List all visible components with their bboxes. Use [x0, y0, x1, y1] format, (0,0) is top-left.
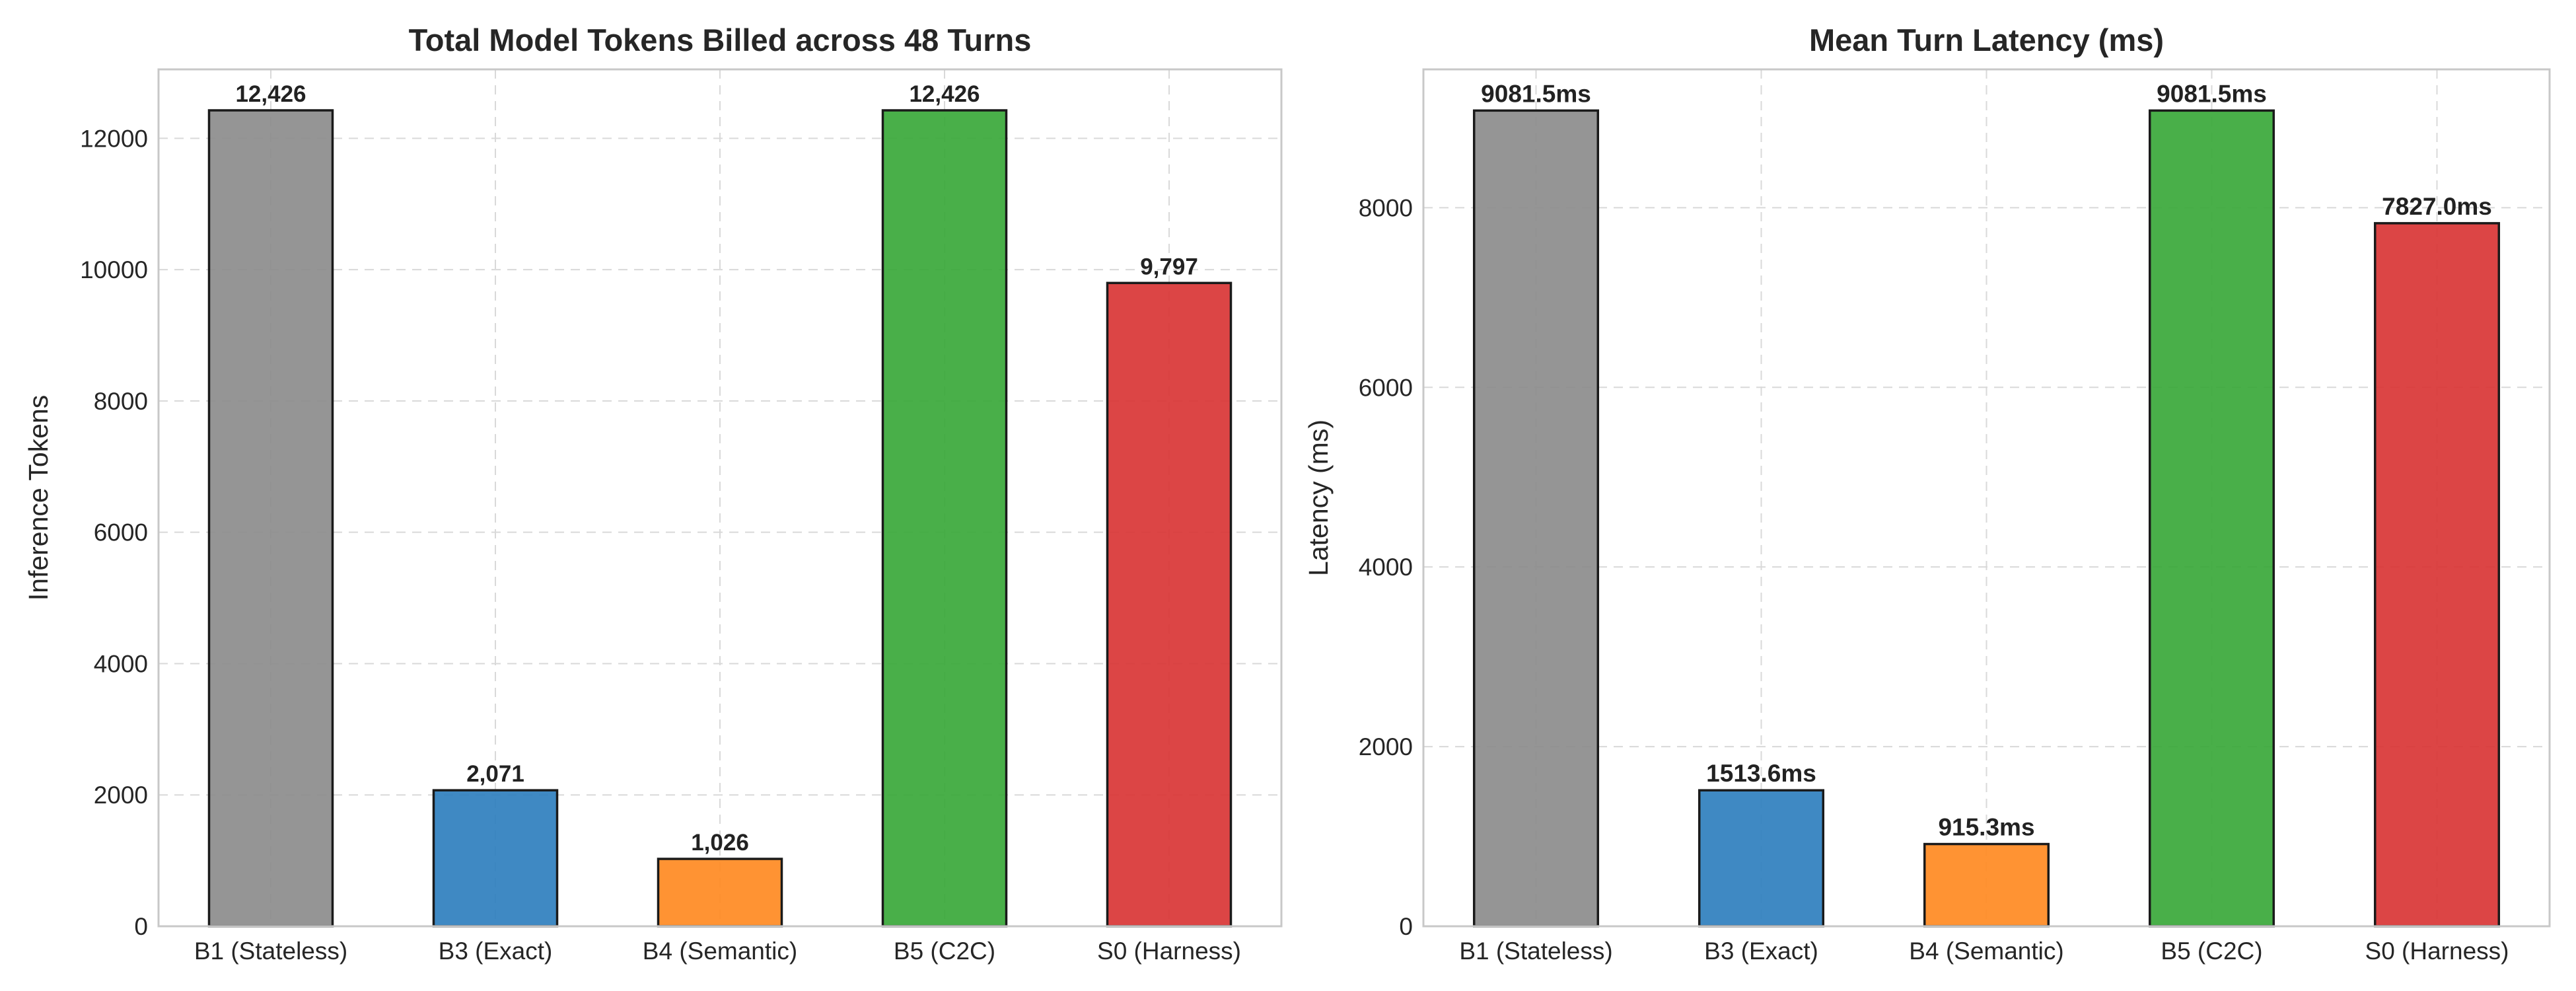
bar — [432, 789, 559, 928]
y-tick-label: 2000 — [94, 782, 148, 809]
bar — [1923, 842, 2050, 928]
data-label: 1,026 — [691, 830, 749, 856]
y-tick-label: 4000 — [94, 650, 148, 677]
chart-title: Mean Turn Latency (ms) — [1809, 22, 2164, 57]
x-tick-label: B5 (C2C) — [2161, 937, 2262, 965]
y-tick-label: 0 — [1399, 913, 1413, 940]
y-axis-label: Inference Tokens — [23, 395, 54, 601]
bar — [1106, 281, 1233, 928]
x-tick-label: S0 (Harness) — [2365, 937, 2509, 965]
bar — [1698, 789, 1825, 928]
data-label: 9081.5ms — [1481, 80, 1591, 107]
data-label: 12,426 — [235, 81, 306, 107]
y-tick-label: 8000 — [94, 388, 148, 415]
tokens-chart-panel: 12,426 2,071 1,026 12,426 9,797 0 2000 4000 6000… — [23, 22, 1283, 965]
data-label: 7827.0ms — [2382, 193, 2492, 220]
chart-title: Total Model Tokens Billed across 48 Turn… — [409, 22, 1032, 57]
latency-chart-panel: 9081.5ms 1513.6ms 915.3ms 9081.5ms 7827.0ms 0… — [1303, 22, 2551, 965]
plot-frame — [1422, 68, 2551, 928]
bar — [2148, 109, 2275, 928]
data-label: 915.3ms — [1938, 814, 2034, 841]
y-tick-label: 10000 — [80, 256, 148, 283]
bar — [2373, 222, 2501, 928]
bar — [657, 858, 783, 928]
x-tick-label: B5 (C2C) — [894, 937, 995, 965]
y-tick-label: 6000 — [94, 519, 148, 546]
y-tick-label: 4000 — [1359, 554, 1413, 581]
y-tick-label: 6000 — [1359, 374, 1413, 401]
x-tick-label: B3 (Exact) — [439, 937, 553, 965]
bar — [1472, 109, 1600, 928]
data-label: 1513.6ms — [1706, 760, 1816, 787]
data-label: 9,797 — [1140, 254, 1198, 279]
x-tick-label: S0 (Harness) — [1097, 937, 1241, 965]
bar — [881, 109, 1008, 928]
x-tick-label: B1 (Stateless) — [194, 937, 347, 965]
data-label: 2,071 — [466, 761, 524, 787]
y-tick-label: 12000 — [80, 125, 148, 152]
y-tick-label: 8000 — [1359, 194, 1413, 221]
x-tick-label: B4 (Semantic) — [1909, 937, 2063, 965]
data-label: 12,426 — [909, 81, 980, 107]
data-label: 9081.5ms — [2157, 80, 2267, 107]
y-axis-label: Latency (ms) — [1303, 420, 1334, 576]
x-tick-label: B3 (Exact) — [1704, 937, 1818, 965]
plot-frame — [157, 68, 1283, 928]
y-tick-label: 0 — [134, 913, 148, 940]
bar — [207, 109, 334, 928]
x-tick-label: B4 (Semantic) — [643, 937, 797, 965]
y-tick-label: 2000 — [1359, 733, 1413, 760]
x-tick-label: B1 (Stateless) — [1459, 937, 1612, 965]
